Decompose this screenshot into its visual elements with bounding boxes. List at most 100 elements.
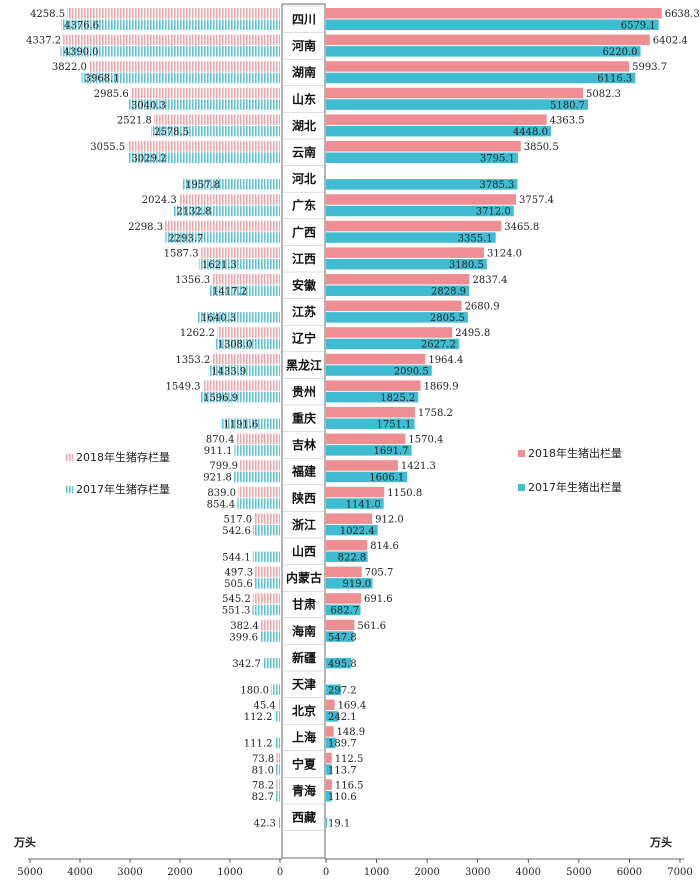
inventory-value-label: 3040.3 — [131, 100, 166, 111]
inventory-bar-2017 — [182, 179, 280, 190]
output-value-label: 3757.4 — [519, 195, 554, 206]
center-band — [281, 3, 326, 859]
output-value-label: 110.6 — [328, 792, 357, 803]
left-axis-tick-label: 1000 — [217, 867, 242, 878]
inventory-bar-2018 — [260, 619, 280, 631]
province-label: 广西 — [292, 224, 316, 239]
output-value-label: 1691.7 — [374, 446, 409, 457]
output-bar-2017 — [326, 471, 408, 483]
output-bar-2017 — [326, 19, 659, 30]
inventory-value-label: 42.3 — [254, 819, 276, 830]
province-label: 湖北 — [292, 118, 316, 133]
inventory-bar-2018 — [277, 699, 280, 711]
output-value-label: 6638.3 — [665, 9, 700, 20]
province-label: 天津 — [292, 677, 316, 692]
inventory-bar-2018 — [67, 8, 280, 19]
inventory-value-label: 2521.8 — [117, 115, 152, 126]
legend-label-2018-inventory: 2018年生猪存栏量 — [76, 450, 170, 464]
output-bar-2017 — [326, 152, 518, 163]
output-bar-2018 — [326, 8, 662, 19]
inventory-value-label: 870.4 — [206, 435, 235, 446]
province-label: 河北 — [291, 171, 316, 186]
inventory-bar-2018 — [130, 87, 280, 99]
output-value-label: 2090.5 — [394, 366, 429, 377]
output-value-label: 1964.4 — [428, 355, 463, 366]
inventory-bar-2018 — [252, 593, 280, 604]
inventory-value-label: 4337.2 — [26, 36, 61, 47]
output-value-label: 2837.4 — [472, 275, 507, 286]
output-bar-2018 — [326, 114, 547, 125]
output-value-label: 1758.2 — [418, 408, 453, 419]
inventory-value-label: 111.2 — [244, 739, 273, 750]
right-unit-label: 万头 — [649, 835, 672, 849]
output-bar-2018 — [326, 87, 584, 99]
legend-right: 2018年生猪出栏量 2017年生猪出栏量 — [518, 446, 622, 494]
output-bar-2017 — [326, 365, 432, 376]
inventory-value-label: 1596.9 — [203, 393, 238, 404]
inventory-bar-2017 — [128, 152, 280, 163]
inventory-value-label: 1957.8 — [185, 180, 220, 191]
province-label: 海南 — [292, 623, 316, 638]
inventory-value-label: 2024.3 — [142, 195, 177, 206]
output-value-label: 1606.1 — [369, 473, 404, 484]
inventory-bar-2017 — [165, 232, 280, 243]
province-label: 浙江 — [292, 517, 316, 532]
left-axis-tick-label: 4000 — [67, 867, 92, 878]
inventory-bar-2018 — [216, 327, 280, 338]
output-value-label: 1421.3 — [401, 461, 436, 472]
output-bar-2017 — [326, 312, 468, 323]
inventory-value-label: 1417.2 — [212, 287, 247, 298]
inventory-value-label: 3822.0 — [52, 62, 87, 73]
inventory-value-label: 3029.2 — [132, 154, 167, 165]
province-label: 重庆 — [292, 411, 316, 426]
output-value-label: 113.7 — [328, 765, 357, 776]
inventory-bar-2018 — [276, 779, 280, 790]
inventory-value-label: 545.2 — [222, 594, 251, 605]
output-bar-2018 — [326, 726, 334, 737]
inventory-value-label: 4390.0 — [64, 47, 99, 58]
province-label: 山东 — [292, 91, 316, 106]
inventory-value-label: 854.4 — [207, 499, 236, 510]
legend-swatch-2017-inventory — [66, 486, 73, 493]
inventory-bar-2017 — [252, 524, 280, 536]
output-value-label: 1825.2 — [380, 393, 415, 404]
output-value-label: 2495.8 — [455, 328, 490, 339]
output-value-label: 5180.7 — [550, 100, 585, 111]
inventory-bar-2018 — [202, 380, 280, 391]
output-value-label: 5082.3 — [586, 89, 621, 100]
province-label: 新疆 — [292, 650, 316, 665]
inventory-value-label: 839.0 — [207, 488, 236, 499]
inventory-value-label: 2132.8 — [176, 207, 211, 218]
output-value-label: 1141.0 — [346, 499, 381, 510]
province-label: 广东 — [292, 198, 316, 213]
inventory-value-label: 1353.2 — [175, 355, 210, 366]
province-label: 湖南 — [292, 65, 316, 80]
output-bar-2017 — [326, 99, 588, 110]
output-bar-2017 — [326, 46, 641, 57]
output-bar-2017 — [326, 657, 352, 669]
province-label: 黑龙江 — [286, 357, 322, 372]
inventory-bar-2018 — [88, 61, 281, 72]
output-bar-2018 — [326, 300, 462, 312]
right-axis-tick-label: 1000 — [364, 867, 389, 878]
output-value-label: 116.5 — [335, 780, 364, 791]
inventory-bar-2017 — [252, 604, 280, 616]
inventory-bar-2017 — [197, 312, 280, 323]
output-value-label: 6579.1 — [621, 21, 656, 32]
inventory-value-label: 45.4 — [253, 701, 275, 712]
province-label: 云南 — [292, 145, 316, 160]
left-unit-label: 万头 — [13, 835, 36, 849]
output-bar-2017 — [326, 684, 342, 695]
inventory-value-label: 551.3 — [222, 606, 251, 617]
output-value-label: 242.1 — [328, 712, 357, 723]
output-bar-2018 — [326, 220, 502, 232]
output-bar-2018 — [326, 433, 406, 445]
output-value-label: 1570.4 — [408, 435, 443, 446]
inventory-bar-2018 — [178, 194, 280, 205]
inventory-bar-2017 — [274, 737, 280, 749]
output-value-label: 3355.1 — [458, 233, 493, 244]
inventory-value-label: 399.6 — [229, 632, 258, 643]
output-bar-2017 — [326, 125, 551, 137]
inventory-value-label: 342.7 — [232, 659, 261, 670]
inventory-value-label: 112.2 — [244, 712, 273, 723]
